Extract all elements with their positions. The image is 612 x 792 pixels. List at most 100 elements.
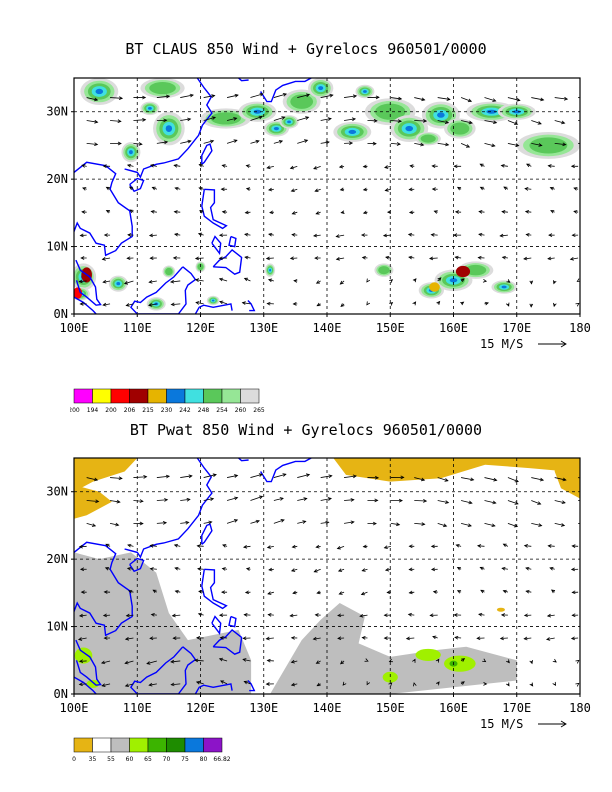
- wind-vector: [552, 280, 557, 285]
- wind-vector: [77, 637, 87, 641]
- legend-swatch: [129, 388, 149, 404]
- pwat-color-legend: 0 35 55 60 65 70 75 80 66.82: [72, 737, 231, 763]
- wind-vector: [412, 682, 417, 687]
- wind-vector: [340, 303, 345, 308]
- wind-vector: [435, 681, 440, 686]
- wind-vector: [151, 186, 158, 191]
- wind-vector: [477, 255, 485, 260]
- wind-vector: [547, 164, 555, 168]
- wind-vector: [266, 545, 274, 549]
- wind-vector: [156, 118, 168, 123]
- legend-label: 254: [216, 407, 228, 414]
- wind-vector: [315, 211, 321, 215]
- wind-vector: [437, 142, 450, 147]
- wind-vector: [367, 521, 377, 526]
- wind-vector: [314, 256, 321, 260]
- wind-vector: [198, 590, 204, 594]
- wind-vector: [172, 256, 181, 260]
- wind-vector: [174, 589, 181, 594]
- wind-vector: [437, 523, 448, 528]
- wind-vector: [314, 188, 321, 193]
- wind-vector: [552, 658, 557, 663]
- wind-vector: [273, 93, 288, 98]
- latitude-label: 30N: [46, 105, 68, 119]
- latitude-label: 20N: [46, 172, 68, 186]
- wind-vector: [148, 279, 157, 284]
- wind-vector: [226, 117, 238, 121]
- coastline: [201, 568, 228, 610]
- wind-vector: [195, 680, 204, 685]
- wind-vector: [126, 566, 134, 571]
- wind-vector: [289, 256, 298, 261]
- wind-vector: [453, 233, 462, 237]
- wind-vector: [435, 658, 440, 663]
- wind-vector: [367, 141, 377, 146]
- wind-vector: [297, 473, 311, 478]
- cloud-shade: [148, 106, 152, 110]
- wind-vector: [245, 164, 251, 168]
- wind-vector: [110, 476, 123, 481]
- wind-vector: [243, 544, 251, 549]
- wind-vector: [170, 659, 181, 664]
- claus-field-layer: [74, 78, 580, 314]
- wind-vector: [500, 613, 508, 617]
- wind-vector: [170, 302, 181, 307]
- wind-vector: [339, 187, 345, 192]
- wind-vector: [550, 209, 555, 214]
- cloud-shade: [287, 120, 291, 124]
- legend-label: 248: [198, 407, 210, 414]
- wind-vector: [78, 659, 87, 664]
- wind-vector: [320, 93, 334, 98]
- wind-vector: [266, 165, 274, 170]
- dry-spot: [496, 607, 505, 612]
- wind-vector: [203, 497, 215, 501]
- wind-vector: [103, 233, 111, 237]
- longitude-label: 160E: [439, 321, 468, 335]
- wind-vector: [172, 636, 181, 640]
- wind-vector: [273, 497, 284, 501]
- wind-vector: [265, 682, 274, 686]
- wind-vector: [478, 612, 485, 617]
- legend-swatch: [129, 737, 149, 753]
- coastline: [260, 458, 312, 483]
- wind-vector: [273, 473, 287, 478]
- wind-vector: [226, 519, 239, 524]
- wind-vector: [460, 658, 466, 662]
- legend-label: 55: [107, 756, 115, 763]
- cloud-shade: [348, 129, 357, 134]
- reference-vector-head: [560, 720, 567, 728]
- wind-vector: [575, 302, 580, 307]
- wind-vector: [203, 473, 217, 478]
- wind-vector: [412, 301, 417, 306]
- cloud-shade: [149, 82, 176, 95]
- wet-region: [444, 655, 476, 672]
- wind-vector: [81, 164, 87, 168]
- wind-vector: [79, 302, 87, 306]
- wind-vector: [292, 590, 298, 595]
- coastline: [247, 300, 256, 312]
- longitude-label: 120E: [186, 321, 215, 335]
- wind-vector: [290, 568, 298, 572]
- wind-vector: [429, 613, 438, 618]
- wind-vector: [407, 612, 415, 617]
- wind-vector: [267, 591, 274, 595]
- cloud-shade: [449, 278, 458, 283]
- wind-vector: [570, 636, 579, 641]
- wind-vector: [149, 636, 157, 641]
- wind-vector: [203, 139, 215, 144]
- wind-vector: [479, 566, 485, 571]
- wind-vector: [454, 255, 462, 260]
- legend-label: 0: [72, 756, 76, 763]
- legend-swatch: [147, 737, 167, 753]
- cloud-shade: [273, 126, 279, 131]
- wind-vector: [250, 519, 260, 524]
- wind-vector: [436, 300, 441, 305]
- wind-vector: [367, 95, 380, 100]
- cloud-shade: [405, 125, 414, 132]
- wind-vector: [82, 187, 87, 191]
- coastline: [130, 646, 197, 694]
- longitude-label: 120E: [186, 701, 215, 715]
- wind-vector: [226, 474, 239, 478]
